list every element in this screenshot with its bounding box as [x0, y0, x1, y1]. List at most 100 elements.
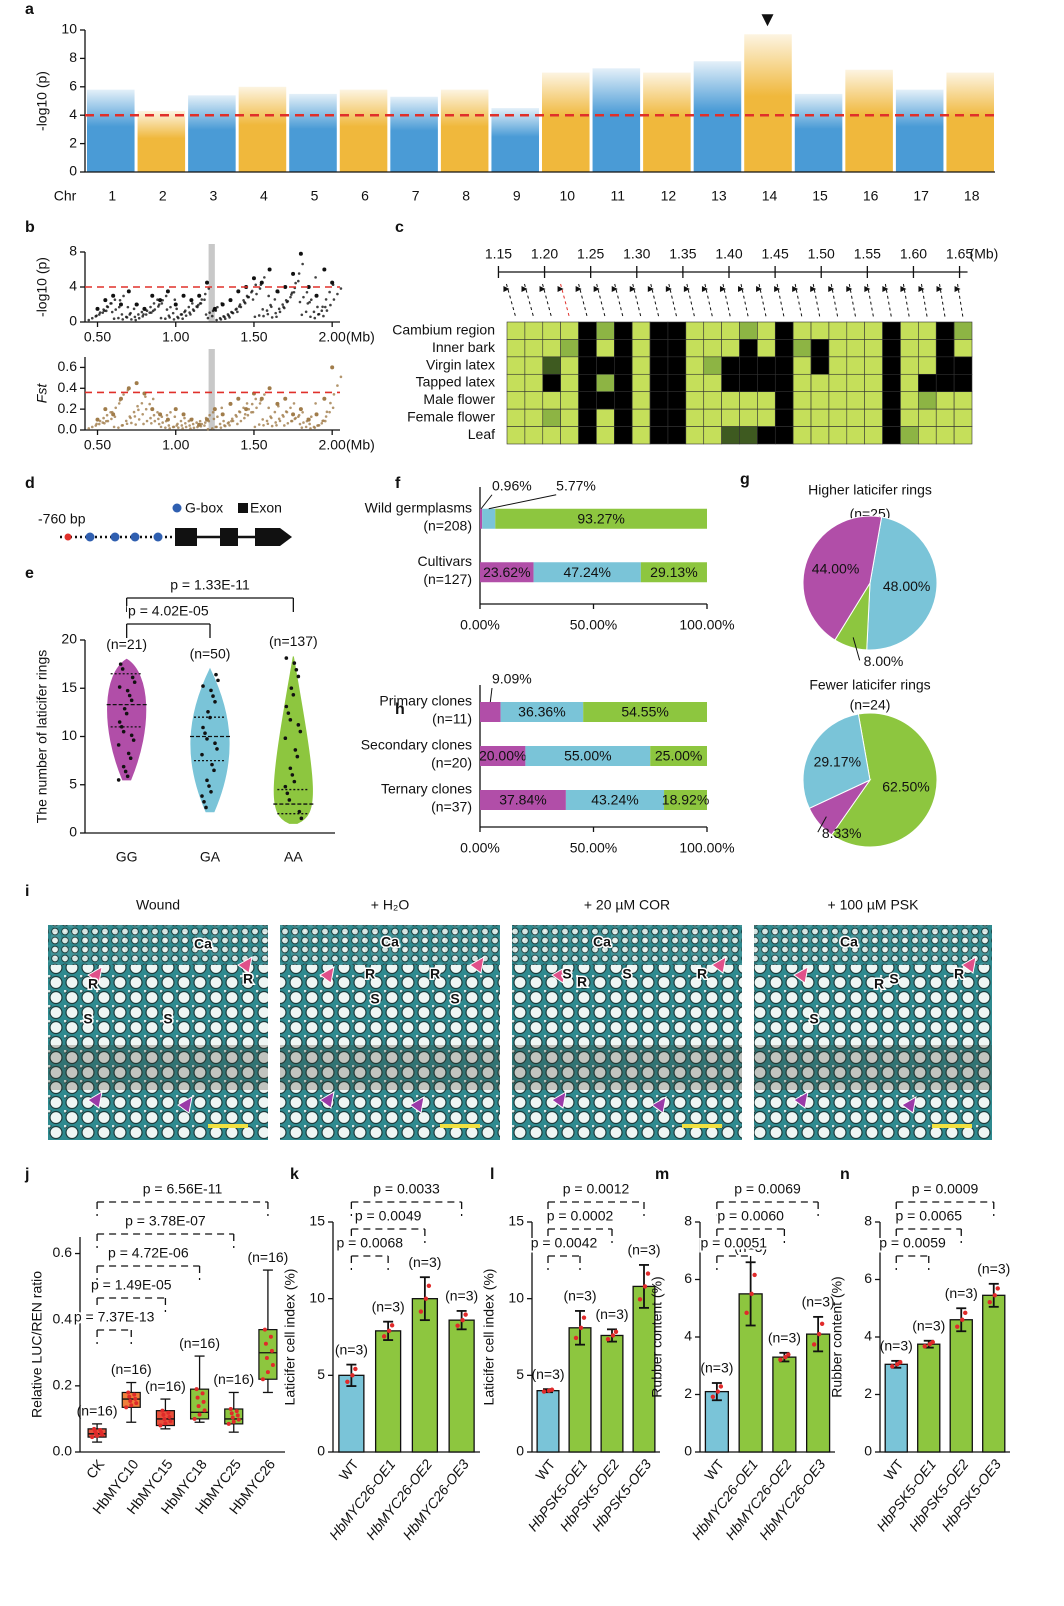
dot	[283, 784, 288, 789]
tissue-label: R	[88, 976, 98, 992]
chromosome-signal	[440, 89, 489, 172]
point-cloud	[212, 308, 216, 311]
heat-cell	[685, 391, 705, 410]
p-value: p = 0.0069	[734, 1181, 801, 1197]
point-cloud	[313, 316, 317, 320]
n-label: (n=16)	[179, 1335, 220, 1351]
point-cloud	[188, 424, 191, 427]
dot	[200, 752, 204, 757]
x-tick-label: AA	[284, 849, 303, 865]
heat-cell	[542, 391, 561, 410]
point	[220, 412, 225, 417]
point	[111, 293, 116, 298]
point-cloud	[110, 417, 113, 421]
heat-cell	[542, 356, 561, 375]
pie-slice	[830, 712, 938, 848]
heat-cell	[578, 356, 597, 375]
heat-cell	[882, 321, 901, 340]
point	[134, 302, 139, 307]
point-cloud	[300, 426, 304, 429]
point-cloud	[317, 424, 321, 427]
n-label: (n=3)	[408, 1254, 441, 1270]
dot	[117, 720, 122, 724]
point	[275, 401, 280, 406]
pie-title: Fewer laticifer rings	[809, 677, 930, 693]
x-tick-label: 17	[913, 188, 929, 204]
x-tick-label: 1.50	[808, 246, 835, 262]
dot	[203, 731, 207, 736]
point-cloud	[320, 421, 324, 425]
heat-cell	[560, 321, 579, 340]
gene-arrow	[557, 286, 564, 292]
category-label: Secondary clones	[361, 737, 472, 753]
point-cloud	[105, 413, 109, 417]
leader-line	[489, 687, 493, 703]
image-title: + H₂O	[371, 897, 410, 913]
gene-arrow	[701, 286, 708, 292]
point-cloud	[150, 421, 153, 425]
dot	[124, 1405, 129, 1410]
bar	[338, 1374, 365, 1453]
point-cloud	[297, 413, 301, 417]
gene-arrow	[503, 286, 510, 292]
point-cloud	[90, 316, 94, 320]
dot	[960, 1317, 965, 1322]
row-label: Female flower	[407, 409, 495, 425]
n-label: (n=3)	[768, 1330, 801, 1346]
point-cloud	[328, 410, 331, 414]
y-tick-label: 8	[69, 243, 77, 259]
dot	[235, 1413, 240, 1418]
heat-cell	[631, 356, 651, 375]
x-tick-label: GA	[200, 849, 221, 865]
heat-cell	[757, 321, 776, 340]
dot	[160, 1408, 165, 1413]
panel-letter: f	[395, 475, 401, 492]
heat-cell	[578, 321, 597, 340]
category-label: Cultivars	[418, 553, 472, 569]
heat-cell	[721, 373, 740, 393]
dot	[215, 747, 219, 751]
y-tick-label: 4	[864, 1328, 872, 1344]
gene-arrow	[575, 286, 582, 292]
chromosome-signal	[238, 86, 287, 172]
dot	[121, 764, 126, 769]
micrograph-latex	[280, 1045, 500, 1090]
y-axis-label: Rubber content (%)	[829, 1276, 845, 1397]
pie-slice	[866, 516, 938, 651]
point-cloud	[141, 315, 144, 318]
point-cloud	[336, 384, 339, 387]
heat-cell	[935, 321, 955, 340]
arrowhead	[469, 956, 485, 974]
point-cloud	[328, 290, 331, 294]
y-tick-label: 6	[864, 1270, 872, 1286]
y-tick-label: 8	[69, 49, 77, 65]
y-tick-label: 10	[309, 1289, 325, 1305]
heat-cell	[828, 321, 848, 340]
category-label: Wild germplasms	[365, 499, 472, 515]
point-cloud	[219, 426, 223, 429]
heat-cell	[560, 408, 579, 427]
x-tick-label: WT	[701, 1456, 727, 1483]
point-cloud	[324, 415, 328, 418]
bar	[982, 1294, 1006, 1453]
x-tick-label: 50.00%	[570, 617, 617, 633]
row-label: Inner bark	[432, 339, 496, 355]
heat-cell	[953, 356, 973, 375]
dot	[296, 723, 301, 727]
dot	[234, 1409, 239, 1414]
point	[173, 302, 178, 307]
dot	[204, 805, 208, 810]
y-tick-label: 5	[69, 775, 77, 791]
bar	[884, 1363, 908, 1453]
x-tick-label: 1.00	[162, 437, 189, 453]
point-cloud	[160, 415, 164, 419]
y-tick-label: 0.4	[58, 379, 78, 395]
x-tick-label: 2	[159, 188, 167, 204]
heat-cell	[703, 373, 722, 393]
point-cloud	[316, 305, 319, 309]
gene-arrow	[828, 286, 835, 292]
heat-cell	[900, 356, 919, 375]
panel-letter: a	[25, 1, 34, 18]
n-label: (n=3)	[595, 1306, 628, 1322]
x-tick-label: 1.65	[946, 246, 973, 262]
